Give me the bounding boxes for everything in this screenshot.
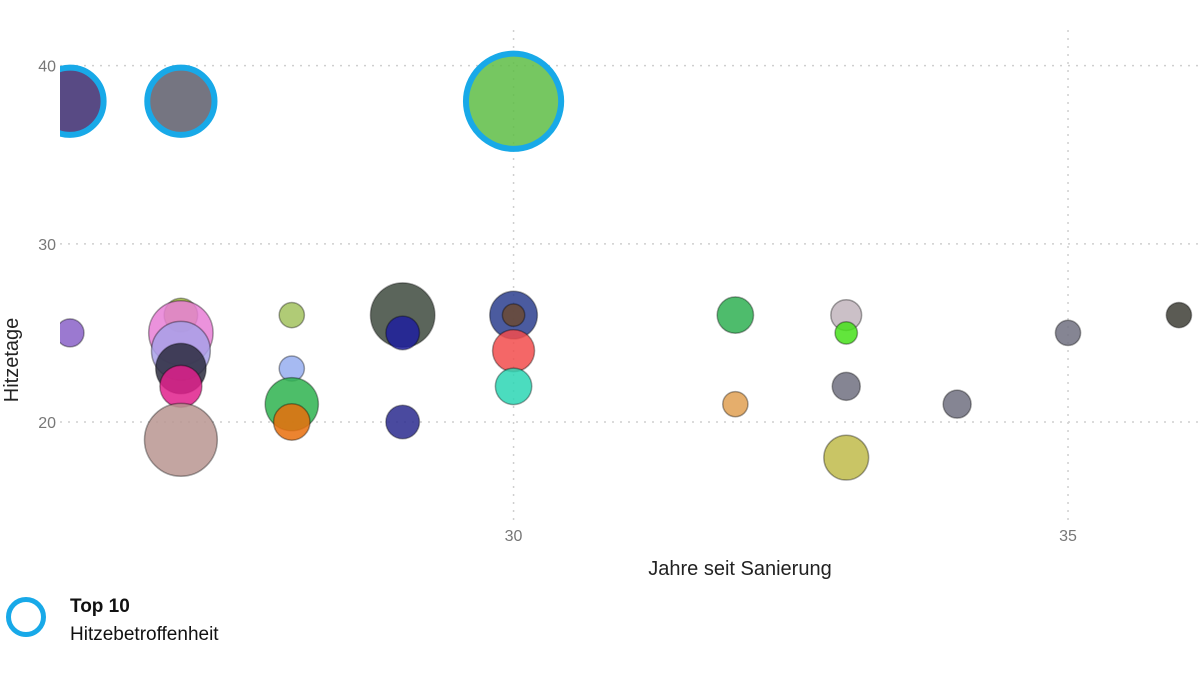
data-point[interactable] <box>159 364 203 409</box>
top10-data-point[interactable] <box>36 64 107 138</box>
top10-data-point[interactable] <box>462 50 565 152</box>
data-point[interactable] <box>272 403 311 441</box>
data-point[interactable] <box>716 296 755 335</box>
y-axis-label: Hitzetage <box>1 318 23 403</box>
data-points[interactable] <box>36 50 1193 481</box>
y-tick-label: 40 <box>38 59 56 76</box>
top10-ring-icon <box>6 597 46 637</box>
x-tick-labels: 30 35 <box>505 528 1077 545</box>
data-point[interactable] <box>491 328 536 373</box>
legend-title: Top 10 <box>70 596 130 617</box>
data-point[interactable] <box>831 371 861 402</box>
data-point[interactable] <box>942 389 972 419</box>
data-point[interactable] <box>278 301 306 329</box>
data-point[interactable] <box>721 390 749 418</box>
data-point[interactable] <box>834 320 859 345</box>
gridlines <box>60 30 1200 520</box>
data-point[interactable] <box>1165 301 1193 329</box>
x-tick-label: 35 <box>1059 528 1077 545</box>
top10-data-point[interactable] <box>144 64 218 138</box>
data-point[interactable] <box>823 434 870 481</box>
y-tick-label: 30 <box>38 237 56 254</box>
y-tick-label: 20 <box>38 415 56 432</box>
data-point[interactable] <box>56 318 85 348</box>
data-point[interactable] <box>385 315 421 351</box>
data-point[interactable] <box>385 404 421 440</box>
data-point[interactable] <box>1054 319 1082 347</box>
x-tick-label: 30 <box>505 528 523 545</box>
data-point[interactable] <box>494 367 533 406</box>
data-point[interactable] <box>143 402 219 477</box>
legend: Top 10 Hitzebetroffenheit <box>4 594 324 654</box>
x-axis-label: Jahre seit Sanierung <box>648 558 831 580</box>
data-point[interactable] <box>501 303 526 328</box>
legend-subtitle: Hitzebetroffenheit <box>70 624 219 645</box>
y-tick-labels: 20 30 40 <box>38 59 56 432</box>
